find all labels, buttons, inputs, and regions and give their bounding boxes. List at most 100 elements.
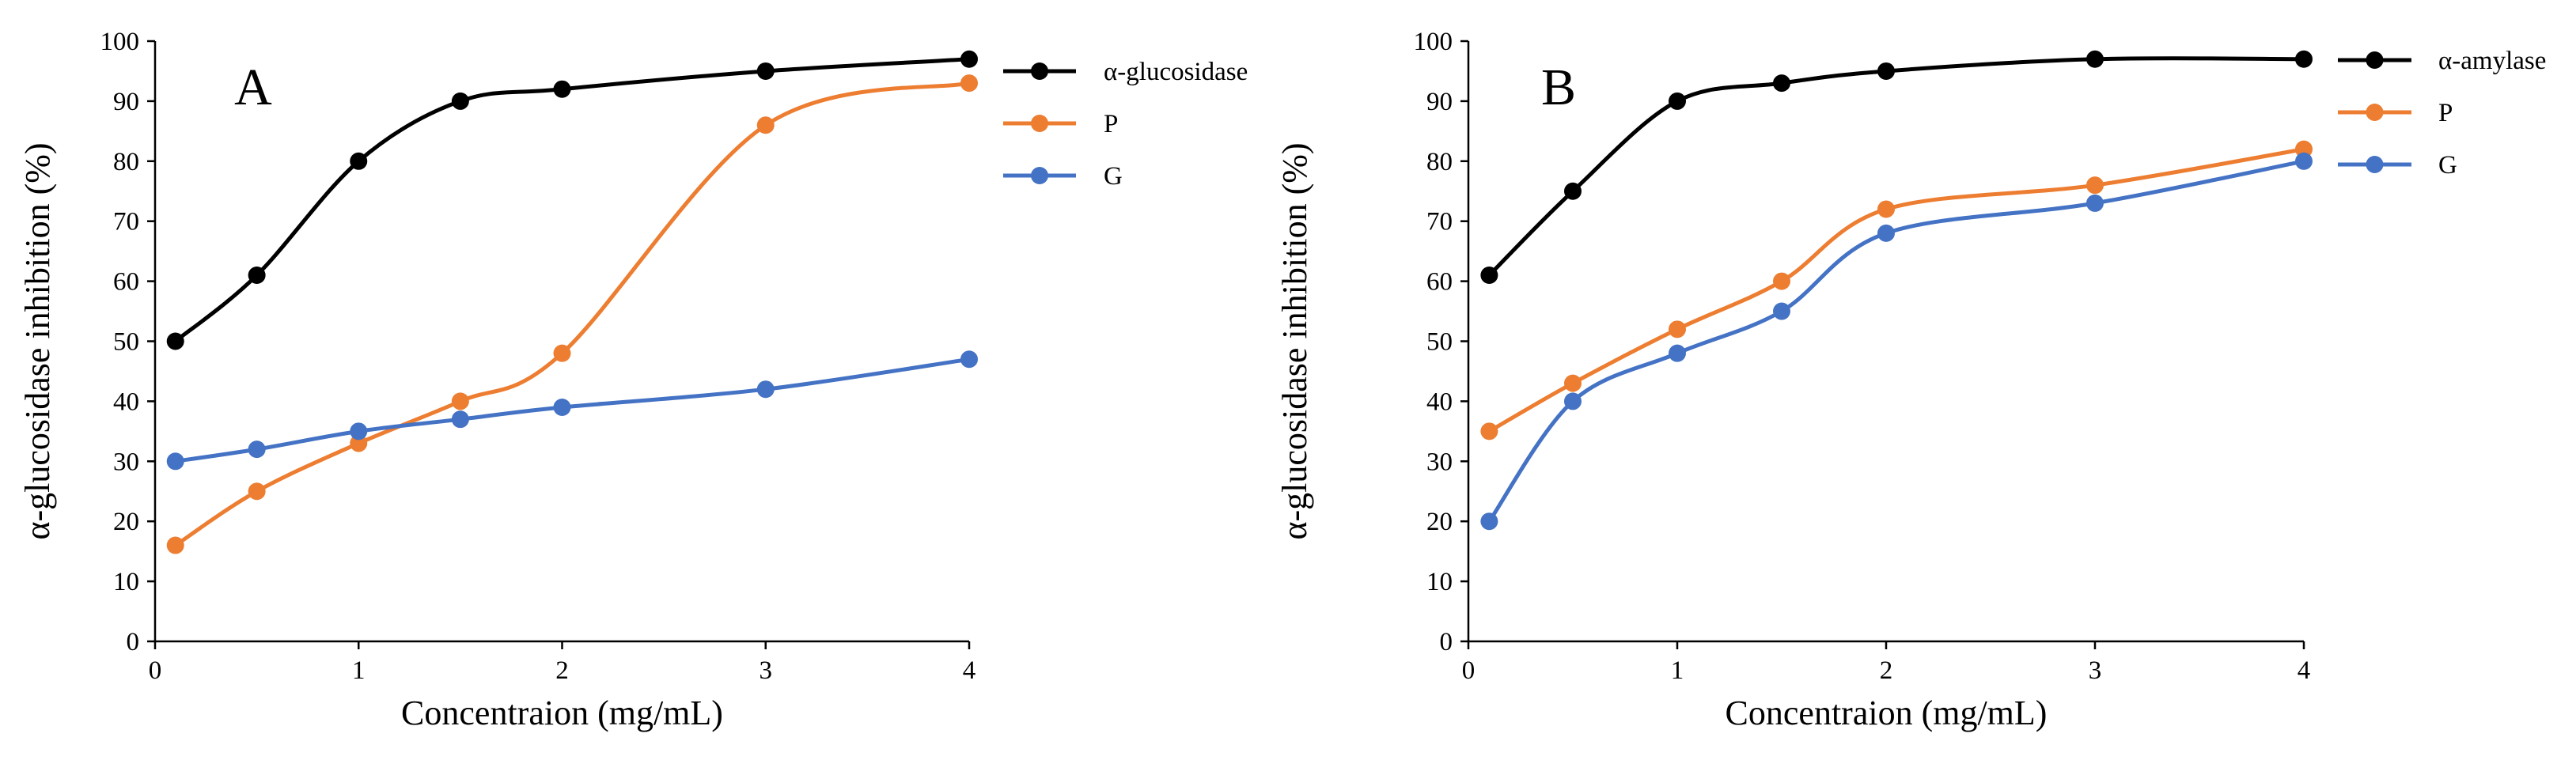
series-line xyxy=(173,81,972,548)
series-2 xyxy=(1480,140,2313,440)
y-tick-label: 90 xyxy=(1426,88,1453,116)
y-tick-label: 100 xyxy=(1414,28,1453,56)
data-point xyxy=(2086,194,2104,212)
y-tick-label: 0 xyxy=(1440,628,1453,656)
series-1 xyxy=(1480,50,2313,285)
legend-marker xyxy=(2366,156,2384,173)
y-tick-label: 60 xyxy=(113,268,139,297)
legend-label: G xyxy=(1104,162,1123,191)
data-point xyxy=(1480,267,1498,285)
chart-panel-a: 0 10 20 30 40 50 60 70 80 90 100 0 1 2 3 4 Concentraion … xyxy=(18,28,1248,732)
y-tick-label: 20 xyxy=(1426,508,1453,536)
data-point xyxy=(1564,182,1582,200)
y-tick-label: 0 xyxy=(127,628,140,656)
data-point xyxy=(1669,320,1686,338)
data-point xyxy=(1564,392,1582,410)
data-point xyxy=(960,50,978,68)
series-1 xyxy=(166,50,978,350)
y-tick-label: 10 xyxy=(113,568,139,596)
y-tick-label: 70 xyxy=(113,208,139,236)
data-point xyxy=(553,398,571,416)
series-line xyxy=(173,57,972,343)
x-tick-label: 2 xyxy=(555,656,569,685)
legend-label: G xyxy=(2438,151,2457,180)
data-point xyxy=(350,422,368,440)
data-point xyxy=(960,74,978,93)
y-tick-label: 20 xyxy=(113,508,139,536)
data-point xyxy=(756,116,775,134)
legend-marker xyxy=(1031,62,1048,80)
data-point xyxy=(166,332,184,350)
series-line xyxy=(1487,56,2306,278)
data-point xyxy=(1773,302,1790,320)
x-axis-label: Concentraion (mg/mL) xyxy=(401,694,723,732)
data-point xyxy=(248,440,266,459)
y-tick-label: 50 xyxy=(113,328,139,357)
panel-label: A xyxy=(234,59,272,116)
legend-entry: P xyxy=(2338,99,2453,127)
x-tick-label: 0 xyxy=(1462,656,1476,685)
x-tick-label: 1 xyxy=(352,656,366,685)
y-tick-label: 10 xyxy=(1426,568,1453,596)
legend-marker xyxy=(2366,104,2384,121)
legend-entry: G xyxy=(2338,151,2457,180)
x-tick-label: 1 xyxy=(1671,656,1684,685)
legend-entry: G xyxy=(1003,162,1123,191)
data-point xyxy=(451,410,469,429)
y-tick-label: 40 xyxy=(1426,388,1453,416)
data-point xyxy=(2295,152,2313,170)
series-line xyxy=(173,357,972,463)
data-point xyxy=(2086,176,2104,195)
x-tick-label: 0 xyxy=(149,656,162,685)
panel-label: B xyxy=(1541,59,1576,116)
y-tick-label: 80 xyxy=(113,148,139,176)
legend-marker xyxy=(2366,51,2384,69)
legend-label: P xyxy=(2438,99,2453,127)
series-3 xyxy=(1480,152,2313,531)
data-point xyxy=(1877,200,1895,218)
x-tick-label: 4 xyxy=(963,656,976,685)
data-point xyxy=(756,380,775,399)
data-point xyxy=(756,62,775,80)
data-point xyxy=(960,350,978,369)
legend-entry: α-amylase xyxy=(2338,47,2546,75)
data-point xyxy=(248,267,266,285)
y-tick-label: 70 xyxy=(1426,208,1453,236)
data-point xyxy=(1877,224,1895,242)
series-line xyxy=(1487,159,2306,524)
x-tick-label: 4 xyxy=(2298,656,2311,685)
data-point xyxy=(248,482,266,501)
series-2 xyxy=(166,74,978,554)
legend-entry: P xyxy=(1003,110,1118,138)
legend-label: α-amylase xyxy=(2438,47,2546,75)
data-point xyxy=(451,92,469,110)
data-point xyxy=(1480,422,1498,440)
data-point xyxy=(2295,140,2313,158)
data-point xyxy=(451,392,469,410)
data-point xyxy=(350,434,368,452)
y-tick-label: 50 xyxy=(1426,328,1453,357)
y-tick-label: 100 xyxy=(100,28,140,56)
data-point xyxy=(1480,512,1498,531)
y-tick-label: 30 xyxy=(113,448,139,476)
legend-marker xyxy=(1031,167,1048,184)
data-point xyxy=(2086,50,2104,68)
legend-label: P xyxy=(1104,110,1118,138)
chart-panel-b: 0 10 20 30 40 50 60 70 80 90 100 0 1 2 3 4 Concentraion … xyxy=(1275,28,2546,732)
data-point xyxy=(166,536,184,554)
data-point xyxy=(553,344,571,362)
data-point xyxy=(350,152,368,170)
series-line xyxy=(1487,147,2306,433)
data-point xyxy=(2295,50,2313,68)
x-axis-label: Concentraion (mg/mL) xyxy=(1726,694,2048,732)
data-point xyxy=(166,452,184,471)
data-point xyxy=(1564,374,1582,392)
data-point xyxy=(553,80,571,98)
data-point xyxy=(1669,92,1686,110)
y-axis-label: α-glucosidase inhibition (%) xyxy=(18,142,57,539)
legend-label: α-glucosidase xyxy=(1104,58,1248,86)
legend-entry: α-glucosidase xyxy=(1003,58,1248,86)
y-tick-label: 80 xyxy=(1426,148,1453,176)
